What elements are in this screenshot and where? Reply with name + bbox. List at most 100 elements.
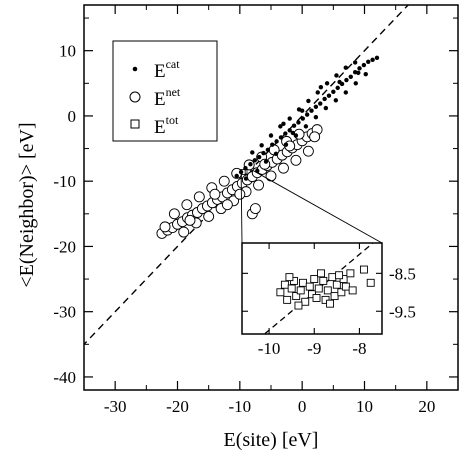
inset-x-tick-label: -10 — [258, 339, 281, 358]
point-Ecat — [333, 98, 339, 103]
point-Ecat — [281, 121, 286, 126]
point-Ecat — [303, 124, 309, 129]
point-Enet — [178, 226, 190, 238]
point-Ecat — [356, 70, 361, 76]
zoom-connector-right — [252, 169, 383, 244]
point-Ecat — [283, 142, 289, 147]
point-Enet — [234, 188, 246, 200]
point-Ecat — [324, 81, 330, 86]
point-Ecat — [287, 116, 292, 121]
point-Ecat — [326, 93, 332, 98]
inset-point-Etot — [332, 280, 341, 289]
inset-point-Etot — [287, 284, 296, 293]
point-Ecat — [313, 115, 319, 120]
point-Enet — [159, 221, 171, 233]
point-Ecat — [270, 142, 275, 147]
point-Ecat — [278, 124, 283, 129]
point-Ecat — [335, 85, 340, 91]
x-tick-label: -30 — [104, 397, 127, 416]
legend-label-tot: Etot — [154, 113, 179, 138]
point-Ecat — [348, 74, 353, 79]
point-Enet — [168, 208, 180, 220]
point-Ecat — [243, 176, 249, 181]
point-Ecat — [315, 90, 320, 95]
inset-x-tick-label: -9 — [307, 339, 321, 358]
point-Enet — [265, 170, 277, 182]
legend-marker-cat — [132, 66, 138, 72]
point-Ecat — [293, 133, 299, 138]
inset-point-Etot — [341, 282, 350, 291]
legend-marker-net — [129, 91, 141, 103]
point-Ecat — [304, 112, 310, 117]
inset-point-Etot — [301, 297, 310, 306]
point-Ecat — [252, 158, 257, 163]
inset-point-Etot — [346, 269, 355, 278]
inset-point-Etot — [280, 280, 289, 289]
y-tick-label: 0 — [68, 107, 77, 126]
inset-point-Etot — [319, 276, 328, 285]
point-Ecat — [250, 150, 255, 155]
point-Ecat — [263, 159, 269, 164]
point-Ecat — [306, 98, 311, 104]
point-Ecat — [278, 135, 284, 140]
point-Ecat — [300, 116, 305, 121]
inset-point-Etot — [323, 286, 332, 295]
point-Ecat — [370, 57, 375, 63]
inset-point-Etot — [283, 295, 292, 304]
inset-point-Etot — [359, 265, 368, 274]
inset-point-Etot — [292, 292, 301, 301]
point-Ecat — [261, 150, 266, 156]
point-Ecat — [331, 89, 336, 94]
point-Ecat — [361, 62, 367, 68]
point-Ecat — [366, 59, 371, 64]
legend-box — [112, 40, 218, 142]
inset-point-Etot — [312, 294, 321, 302]
legend-label-net: Enet — [154, 85, 181, 110]
point-Ecat — [265, 147, 271, 153]
point-Ecat — [322, 96, 327, 102]
point-Ecat — [313, 104, 319, 109]
y-tick-label: -40 — [53, 368, 76, 387]
inset-tick-layer: -10 -9 -8 -9.5 -8.5 — [242, 243, 416, 358]
x-tick-label: -10 — [228, 397, 251, 416]
inset-point-Etot — [330, 292, 339, 301]
main-tick-layer: -30 -20 -10 0 10 20 -40 -30 -20 -10 0 10 — [53, 5, 458, 416]
inset-x-tick-label: -8 — [352, 339, 366, 358]
inset-point-Etot — [296, 286, 305, 295]
zoom-connector-lines — [240, 169, 383, 244]
inset-point-Etot — [328, 273, 337, 282]
inset-point-Etot — [326, 299, 335, 308]
point-Ecat — [287, 128, 292, 133]
point-Enet — [221, 199, 233, 211]
inset-point-Etot — [348, 286, 357, 295]
point-Ecat — [318, 101, 323, 106]
point-Ecat — [353, 81, 358, 86]
main-data-layer — [156, 55, 380, 239]
point-Ecat — [248, 162, 253, 167]
inset-point-Etot — [299, 278, 307, 287]
inset-point-Etot — [305, 282, 314, 291]
zoom-connector-left — [240, 170, 243, 244]
point-Enet — [253, 179, 264, 191]
point-Enet — [309, 131, 321, 143]
point-Ecat — [274, 139, 279, 144]
inset-point-Etot — [285, 273, 294, 282]
point-Enet — [209, 188, 221, 200]
point-Enet — [181, 199, 193, 211]
x-tick-label: 0 — [298, 397, 307, 416]
point-Ecat — [343, 65, 348, 70]
point-Enet — [249, 203, 261, 215]
legend: Ecat Enet Etot — [112, 40, 218, 142]
point-Ecat — [290, 130, 296, 136]
point-Ecat — [343, 90, 348, 95]
point-Ecat — [352, 60, 358, 65]
point-Ecat — [299, 108, 305, 113]
inset-y-tick-label: -8.5 — [389, 264, 416, 283]
x-tick-label: 10 — [356, 397, 373, 416]
point-Ecat — [323, 105, 329, 111]
legend-marker-tot — [130, 119, 140, 129]
inset-point-Etot — [335, 271, 344, 280]
inset-y-tick-label: -9.5 — [389, 302, 416, 321]
y-tick-label: -30 — [53, 303, 76, 322]
